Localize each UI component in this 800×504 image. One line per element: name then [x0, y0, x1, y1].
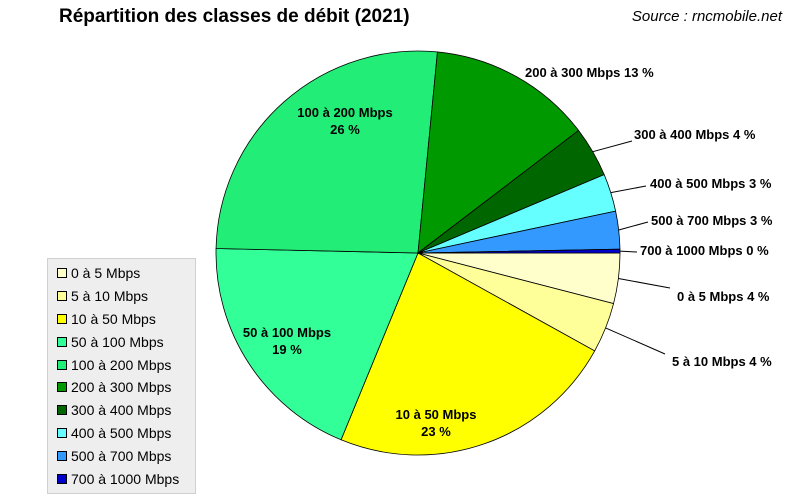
legend-item: 400 à 500 Mbps	[57, 422, 195, 445]
slice-outer-label: 200 à 300 Mbps 13 %	[525, 65, 654, 80]
leader-line	[619, 250, 638, 253]
legend-label: 0 à 5 Mbps	[71, 265, 141, 282]
leader-line	[605, 327, 666, 355]
legend-label: 500 à 700 Mbps	[71, 447, 172, 464]
legend-label: 700 à 1000 Mbps	[71, 470, 180, 487]
legend-item: 5 à 10 Mbps	[57, 285, 195, 308]
slice-percent: 19 %	[272, 342, 302, 357]
source-credit: Source : rncmobile.net	[631, 8, 782, 25]
pie-slice-50-100-mbps	[215, 248, 419, 441]
pie-slice-200-300-mbps	[417, 51, 580, 254]
slice-outer-label: 0 à 5 Mbps 4 %	[677, 289, 770, 304]
legend-swatch	[57, 268, 67, 279]
legend-item: 10 à 50 Mbps	[57, 308, 195, 331]
legend-label: 400 à 500 Mbps	[71, 424, 172, 441]
legend-label: 300 à 400 Mbps	[71, 402, 172, 419]
legend-swatch	[57, 336, 67, 347]
legend-label: 5 à 10 Mbps	[71, 288, 149, 305]
slice-outer-label: 5 à 10 Mbps 4 %	[672, 354, 772, 369]
pie-slice-700-1000-mbps	[417, 248, 621, 254]
pie-slice-100-200-mbps	[215, 50, 438, 254]
chart-title: Répartition des classes de débit (2021)	[59, 6, 410, 27]
legend-item: 50 à 100 Mbps	[57, 330, 195, 353]
legend-item: 500 à 700 Mbps	[57, 444, 195, 467]
legend-item: 300 à 400 Mbps	[57, 399, 195, 422]
slice-outer-label: 300 à 400 Mbps 4 %	[634, 127, 756, 142]
pie-slice-10-50-mbps	[340, 252, 596, 456]
chart-legend: 0 à 5 Mbps 5 à 10 Mbps 10 à 50 Mbps 50 à 10…	[47, 258, 196, 494]
legend-swatch	[57, 405, 67, 416]
legend-swatch	[57, 313, 67, 324]
legend-label: 200 à 300 Mbps	[71, 379, 172, 396]
slice-label: 50 à 100 Mbps	[243, 325, 331, 340]
leader-line	[618, 278, 671, 289]
legend-swatch	[57, 382, 67, 393]
legend-swatch	[57, 450, 67, 461]
legend-label: 10 à 50 Mbps	[71, 310, 156, 327]
slice-outer-label: 500 à 700 Mbps 3 %	[651, 213, 773, 228]
legend-item: 700 à 1000 Mbps	[57, 467, 195, 490]
legend-swatch	[57, 473, 67, 484]
leader-line	[618, 221, 649, 231]
legend-swatch	[57, 427, 67, 438]
slice-label: 10 à 50 Mbps	[396, 407, 477, 422]
legend-swatch	[57, 291, 67, 302]
legend-item: 100 à 200 Mbps	[57, 353, 195, 376]
legend-item: 200 à 300 Mbps	[57, 376, 195, 399]
legend-item: 0 à 5 Mbps	[57, 262, 195, 285]
slice-outer-label: 400 à 500 Mbps 3 %	[650, 176, 772, 191]
slice-label: 100 à 200 Mbps	[297, 105, 392, 120]
leader-line	[610, 185, 647, 194]
legend-label: 100 à 200 Mbps	[71, 356, 172, 373]
slice-percent: 23 %	[421, 424, 451, 439]
legend-label: 50 à 100 Mbps	[71, 333, 164, 350]
legend-swatch	[57, 359, 67, 370]
slice-percent: 26 %	[330, 122, 360, 137]
slice-outer-label: 700 à 1000 Mbps 0 %	[640, 243, 769, 258]
leader-line	[592, 140, 633, 153]
